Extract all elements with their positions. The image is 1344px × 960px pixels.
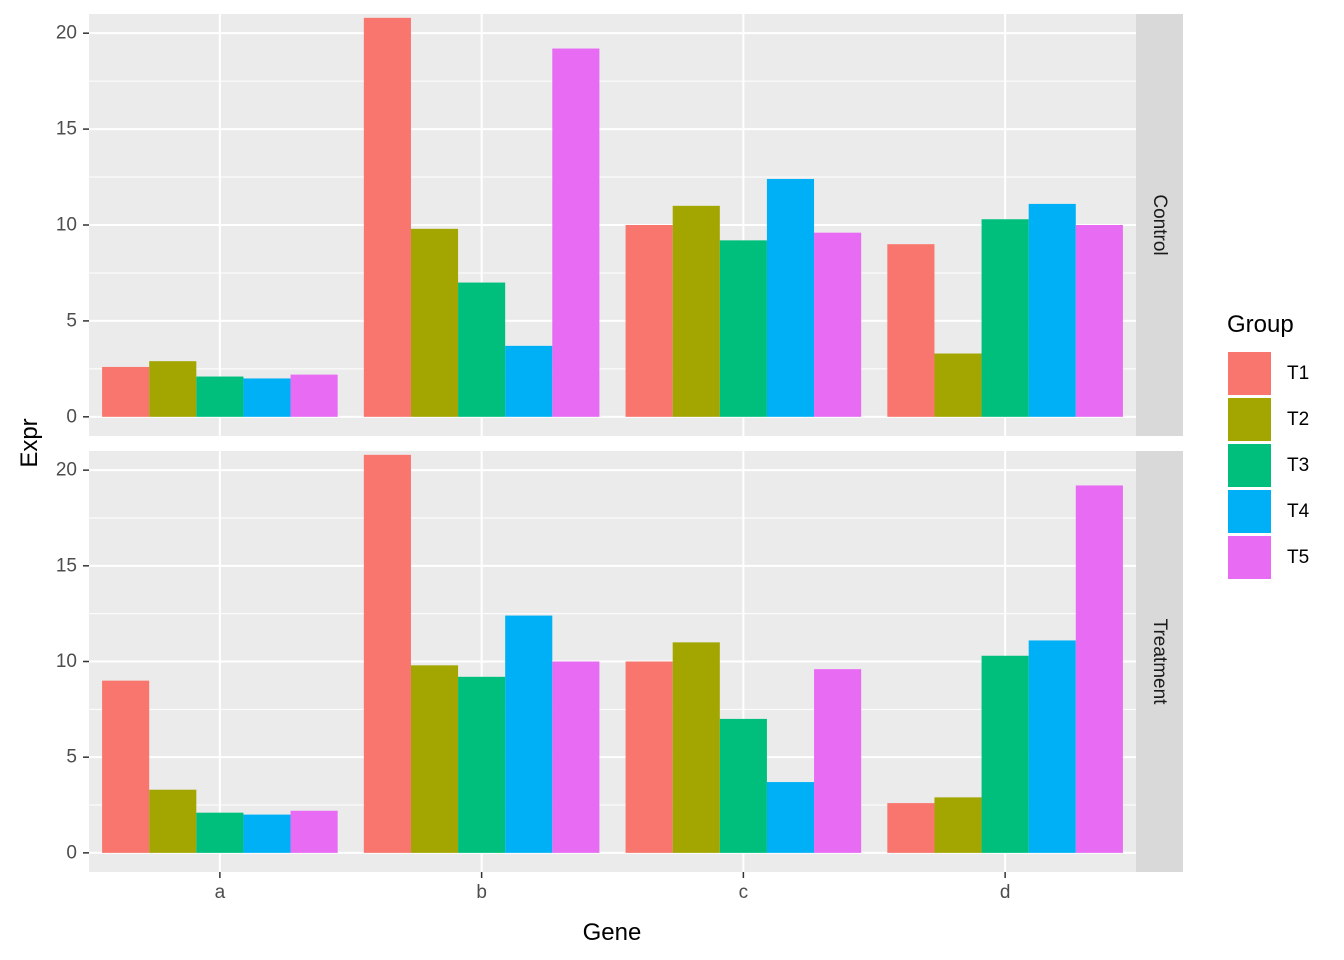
bar-control-d-t1: [887, 244, 935, 417]
bar-control-a-t4: [243, 378, 291, 417]
bar-treatment-b-t2: [410, 665, 459, 853]
legend-label-t1: T1: [1287, 363, 1309, 384]
legend-key-t2: [1228, 398, 1271, 441]
bar-control-c-t4: [766, 178, 815, 417]
y-tick-label: 5: [66, 310, 77, 331]
bar-control-c-t1: [625, 225, 673, 417]
x-tick-label: b: [476, 882, 487, 903]
bar-control-a-t2: [149, 361, 197, 417]
bar-control-b-t3: [458, 282, 506, 417]
bar-control-b-t2: [410, 228, 459, 417]
bar-treatment-d-t1: [887, 803, 935, 853]
legend-key-t4: [1228, 490, 1271, 533]
panel-control: Control: [89, 14, 1183, 436]
bar-treatment-c-t4: [766, 782, 815, 853]
facet-strip: [1136, 14, 1183, 436]
y-tick-label: 0: [66, 406, 77, 427]
bar-control-c-t2: [672, 205, 720, 417]
legend-label-t3: T3: [1287, 455, 1309, 476]
y-tick-label: 15: [56, 119, 77, 140]
y-tick-label: 20: [56, 23, 77, 44]
bar-control-d-t2: [934, 353, 982, 417]
y-tick-label: 10: [56, 651, 77, 672]
y-tick-label: 20: [56, 460, 77, 481]
bar-treatment-d-t5: [1075, 485, 1123, 853]
y-tick-label: 0: [66, 842, 77, 863]
y-tick-label: 5: [66, 747, 77, 768]
legend-key-t1: [1228, 352, 1271, 395]
bar-treatment-a-t2: [149, 789, 197, 853]
bar-treatment-a-t5: [290, 810, 338, 853]
legend-label-t5: T5: [1287, 547, 1309, 568]
panel-treatment: Treatment: [89, 451, 1183, 872]
bar-control-a-t3: [196, 376, 244, 417]
bar-treatment-c-t2: [672, 642, 720, 853]
axes-layer: 0 5 10 15 20 0 5 10 15 20 a b c d: [56, 23, 1011, 903]
facet-strip-label: Control: [1149, 194, 1170, 255]
y-tick-label: 15: [56, 555, 77, 576]
bar-treatment-d-t2: [934, 797, 982, 853]
bar-treatment-a-t1: [102, 680, 150, 853]
bar-treatment-a-t3: [196, 812, 244, 853]
x-tick-label: d: [1000, 882, 1011, 903]
legend-label-t2: T2: [1287, 409, 1309, 430]
bar-treatment-c-t3: [719, 718, 767, 853]
x-tick-label: a: [215, 882, 226, 903]
bar-treatment-d-t4: [1028, 640, 1076, 853]
bar-control-c-t3: [719, 240, 767, 417]
bar-treatment-b-t4: [505, 615, 553, 853]
bar-control-d-t3: [981, 219, 1029, 417]
bar-control-b-t5: [552, 48, 600, 417]
legend-label-t4: T4: [1287, 501, 1310, 522]
bar-treatment-b-t3: [458, 676, 506, 853]
legend-key-t5: [1228, 536, 1271, 579]
facet-strip-label: Treatment: [1149, 619, 1170, 706]
bar-control-d-t4: [1028, 203, 1076, 417]
bar-control-c-t5: [814, 232, 862, 417]
bar-treatment-b-t1: [363, 454, 411, 853]
x-axis-title: Gene: [583, 919, 642, 946]
legend-key-t3: [1228, 444, 1271, 487]
bar-control-b-t4: [505, 345, 553, 417]
x-tick-label: c: [739, 882, 749, 903]
bar-treatment-c-t5: [814, 669, 862, 853]
y-tick-label: 10: [56, 215, 77, 236]
facet-strip: [1136, 451, 1183, 872]
bar-treatment-b-t5: [552, 661, 600, 853]
legend: Group T1 T2 T3 T4 T5: [1227, 311, 1310, 579]
y-axis-title: Expr: [16, 418, 43, 467]
bar-control-d-t5: [1075, 225, 1123, 417]
panels-layer: Control Treatment: [89, 14, 1183, 872]
bar-treatment-a-t4: [243, 814, 291, 853]
bar-control-b-t1: [363, 17, 411, 417]
bar-control-a-t5: [290, 374, 338, 417]
bar-control-a-t1: [102, 366, 150, 417]
bar-treatment-d-t3: [981, 655, 1029, 853]
bar-treatment-c-t1: [625, 661, 673, 853]
legend-title: Group: [1227, 311, 1294, 338]
